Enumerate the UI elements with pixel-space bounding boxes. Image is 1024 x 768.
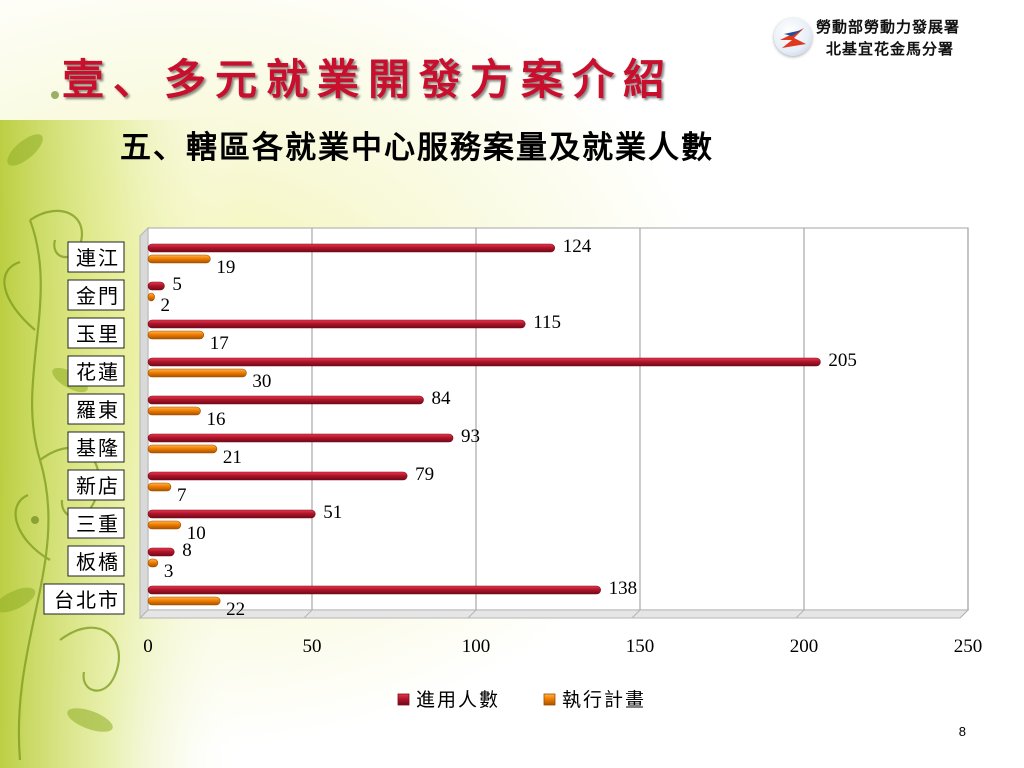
data-label-series-2: 30 (252, 371, 271, 392)
category-label: 金門 (76, 284, 120, 308)
x-tick-label: 150 (626, 636, 655, 657)
bar-series-1 (147, 243, 556, 253)
org-logo-block: 勞動部勞動力發展署 北基宜花金馬分署 (774, 14, 1014, 70)
org-name: 勞動部勞動力發展署 (816, 18, 961, 36)
plot-area (147, 227, 969, 611)
category-label-box (67, 431, 125, 463)
category-label-box (67, 545, 125, 577)
bar-series-1 (147, 585, 601, 595)
data-label-series-1: 79 (415, 464, 434, 485)
x-tick-label: 50 (303, 636, 322, 657)
bar-series-1 (147, 395, 424, 405)
data-label-series-2: 10 (187, 523, 206, 544)
data-label-series-1: 5 (172, 274, 182, 295)
x-tick-label: 0 (143, 636, 153, 657)
category-label-box (67, 507, 125, 539)
x-tick-label: 200 (790, 636, 819, 657)
bar-series-2 (147, 520, 182, 530)
legend-swatch-series-2 (543, 693, 556, 706)
category-label: 玉里 (76, 322, 120, 346)
category-label-box (67, 393, 125, 425)
data-label-series-2: 21 (223, 447, 242, 468)
category-label-box (67, 317, 125, 349)
legend: 進用人數 執行計畫 (397, 689, 646, 711)
gridline-floor (631, 609, 641, 619)
category-label-box (67, 279, 125, 311)
data-label-series-2: 7 (177, 485, 187, 506)
bar-series-2 (147, 596, 221, 606)
category-label-box (67, 355, 125, 387)
bar-series-1 (147, 471, 408, 481)
legend-swatch-series-1 (397, 693, 410, 706)
data-label-series-1: 51 (323, 502, 342, 523)
category-label-box (67, 469, 125, 501)
data-label-series-2: 3 (164, 561, 174, 582)
data-label-series-1: 8 (182, 540, 192, 561)
plot-floor (138, 609, 970, 619)
data-label-series-1: 205 (828, 350, 857, 371)
category-label: 台北市 (54, 588, 120, 612)
bar-series-1 (147, 357, 821, 367)
bar-series-1 (147, 547, 175, 557)
data-label-series-2: 22 (226, 599, 245, 620)
x-axis-ticks: 0 50 100 150 200 250 (143, 636, 982, 657)
category-label: 花蓮 (76, 360, 120, 384)
org-logo-emblem (774, 18, 812, 56)
data-label-series-1: 124 (563, 236, 592, 257)
legend-label: 執行計畫 (562, 689, 646, 711)
bars (147, 243, 821, 606)
bar-series-2 (147, 254, 211, 264)
bar-series-1 (147, 319, 526, 329)
bar-series-2 (147, 406, 201, 416)
x-tick-label: 250 (954, 636, 983, 657)
chart-subtitle: 五、轄區各就業中心服務案量及就業人數 (120, 130, 714, 166)
data-label-series-2: 16 (206, 409, 225, 430)
page-number: 8 (958, 724, 966, 739)
plot-frame (138, 226, 970, 620)
category-label: 基隆 (76, 436, 120, 460)
x-tick-label: 100 (462, 636, 491, 657)
gridline-floor (959, 609, 969, 619)
bar-series-2 (147, 482, 172, 492)
data-label-series-1: 84 (432, 388, 452, 409)
bar-series-2 (147, 558, 159, 568)
bar-series-1 (147, 281, 165, 291)
category-label: 板橋 (76, 550, 120, 574)
vine-decoration (3, 209, 121, 761)
gridline-floor (467, 609, 477, 619)
bar-series-1 (147, 509, 316, 519)
bar-series-2 (147, 444, 218, 454)
data-label-series-1: 115 (533, 312, 561, 333)
data-label-series-2: 17 (210, 333, 229, 354)
gridline-floor (303, 609, 313, 619)
category-label: 三重 (76, 512, 120, 536)
bar-series-2 (147, 330, 205, 340)
legend-label: 進用人數 (416, 689, 500, 711)
data-label-series-1: 93 (461, 426, 480, 447)
category-label: 新店 (76, 474, 120, 498)
page-title: 壹、多元就業開發方案介紹 (62, 55, 675, 104)
data-label-series-2: 2 (161, 295, 171, 316)
plot-side-wall (139, 226, 149, 620)
data-label-series-1: 138 (609, 578, 638, 599)
gridlines (303, 228, 969, 619)
bar-series-2 (147, 292, 155, 302)
category-label-box (67, 241, 125, 273)
data-label-series-2: 19 (216, 257, 235, 278)
gridline-floor (795, 609, 805, 619)
category-label-box (43, 583, 125, 615)
org-logo-icon (780, 28, 806, 48)
category-label: 連江 (76, 246, 120, 270)
bar-series-2 (147, 368, 247, 378)
bar-series-1 (147, 433, 454, 443)
category-label: 羅東 (76, 398, 120, 422)
branch-name: 北基宜花金馬分署 (826, 40, 955, 58)
